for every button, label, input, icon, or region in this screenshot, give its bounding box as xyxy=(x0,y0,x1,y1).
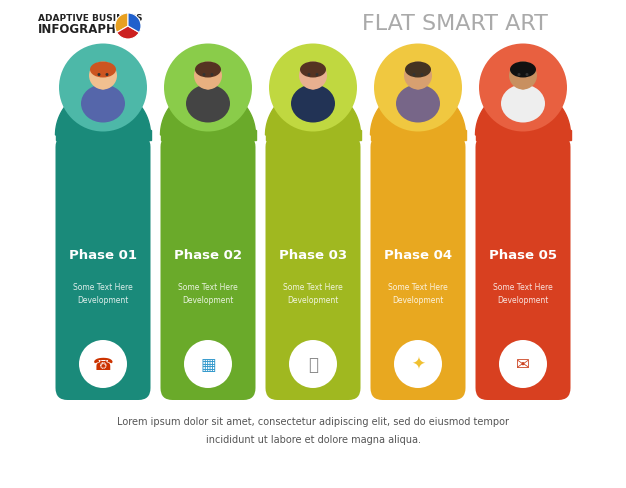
Circle shape xyxy=(269,44,357,132)
Polygon shape xyxy=(371,131,466,141)
Text: FLAT SMART ART: FLAT SMART ART xyxy=(362,14,548,34)
Circle shape xyxy=(184,340,232,388)
Circle shape xyxy=(210,74,213,77)
Text: Some Text Here: Some Text Here xyxy=(73,283,133,292)
Circle shape xyxy=(299,62,327,90)
Text: Some Text Here: Some Text Here xyxy=(178,283,238,292)
Circle shape xyxy=(98,74,101,77)
FancyBboxPatch shape xyxy=(371,136,466,400)
Polygon shape xyxy=(56,88,150,136)
Text: Phase 02: Phase 02 xyxy=(174,249,242,262)
Wedge shape xyxy=(115,14,128,34)
Polygon shape xyxy=(160,88,255,136)
Circle shape xyxy=(421,74,424,77)
Text: Development: Development xyxy=(182,296,233,305)
Text: Phase 05: Phase 05 xyxy=(489,249,557,262)
Wedge shape xyxy=(116,27,139,40)
Text: Development: Development xyxy=(287,296,339,305)
Circle shape xyxy=(79,340,127,388)
Text: Phase 03: Phase 03 xyxy=(279,249,347,262)
Ellipse shape xyxy=(309,82,317,90)
Text: Some Text Here: Some Text Here xyxy=(493,283,553,292)
Text: Development: Development xyxy=(393,296,444,305)
Text: Phase 01: Phase 01 xyxy=(69,249,137,262)
Ellipse shape xyxy=(519,82,527,90)
Polygon shape xyxy=(160,131,255,141)
FancyBboxPatch shape xyxy=(160,136,255,400)
Circle shape xyxy=(374,44,462,132)
Text: Phase 04: Phase 04 xyxy=(384,249,452,262)
Circle shape xyxy=(59,44,147,132)
Polygon shape xyxy=(476,88,570,136)
Circle shape xyxy=(194,62,222,90)
FancyBboxPatch shape xyxy=(476,136,570,400)
Ellipse shape xyxy=(414,82,422,90)
Circle shape xyxy=(404,62,432,90)
Ellipse shape xyxy=(90,62,116,79)
Text: Some Text Here: Some Text Here xyxy=(283,283,343,292)
Circle shape xyxy=(479,44,567,132)
FancyBboxPatch shape xyxy=(265,136,361,400)
Text: ⌕: ⌕ xyxy=(308,355,318,373)
Text: ☎: ☎ xyxy=(93,355,113,373)
Polygon shape xyxy=(265,131,361,141)
Circle shape xyxy=(289,340,337,388)
Text: ✦: ✦ xyxy=(411,355,425,373)
Ellipse shape xyxy=(510,62,536,79)
Circle shape xyxy=(307,74,310,77)
Ellipse shape xyxy=(195,62,221,79)
Circle shape xyxy=(202,74,205,77)
Ellipse shape xyxy=(501,85,545,123)
Text: ✉: ✉ xyxy=(516,355,530,373)
Ellipse shape xyxy=(405,62,431,79)
Circle shape xyxy=(413,74,416,77)
Circle shape xyxy=(89,62,117,90)
Text: Lorem ipsum dolor sit amet, consectetur adipiscing elit, sed do eiusmod tempor
i: Lorem ipsum dolor sit amet, consectetur … xyxy=(117,416,509,444)
Ellipse shape xyxy=(291,85,335,123)
Ellipse shape xyxy=(204,82,212,90)
Ellipse shape xyxy=(81,85,125,123)
Circle shape xyxy=(509,62,537,90)
Wedge shape xyxy=(128,14,141,34)
Circle shape xyxy=(499,340,547,388)
FancyBboxPatch shape xyxy=(56,136,150,400)
Text: ADAPTIVE BUSINESS: ADAPTIVE BUSINESS xyxy=(38,15,143,23)
Circle shape xyxy=(518,74,520,77)
Ellipse shape xyxy=(300,62,326,79)
Ellipse shape xyxy=(186,85,230,123)
Polygon shape xyxy=(371,88,466,136)
Circle shape xyxy=(316,74,319,77)
Text: INFOGRAPHICS: INFOGRAPHICS xyxy=(38,23,139,37)
Polygon shape xyxy=(56,131,150,141)
Text: Development: Development xyxy=(78,296,129,305)
Circle shape xyxy=(525,74,528,77)
Text: Development: Development xyxy=(497,296,548,305)
Circle shape xyxy=(106,74,108,77)
Ellipse shape xyxy=(99,82,107,90)
Polygon shape xyxy=(476,131,570,141)
Ellipse shape xyxy=(396,85,440,123)
Text: ▦: ▦ xyxy=(200,355,216,373)
Circle shape xyxy=(164,44,252,132)
Circle shape xyxy=(394,340,442,388)
Text: Some Text Here: Some Text Here xyxy=(388,283,448,292)
Polygon shape xyxy=(265,88,361,136)
